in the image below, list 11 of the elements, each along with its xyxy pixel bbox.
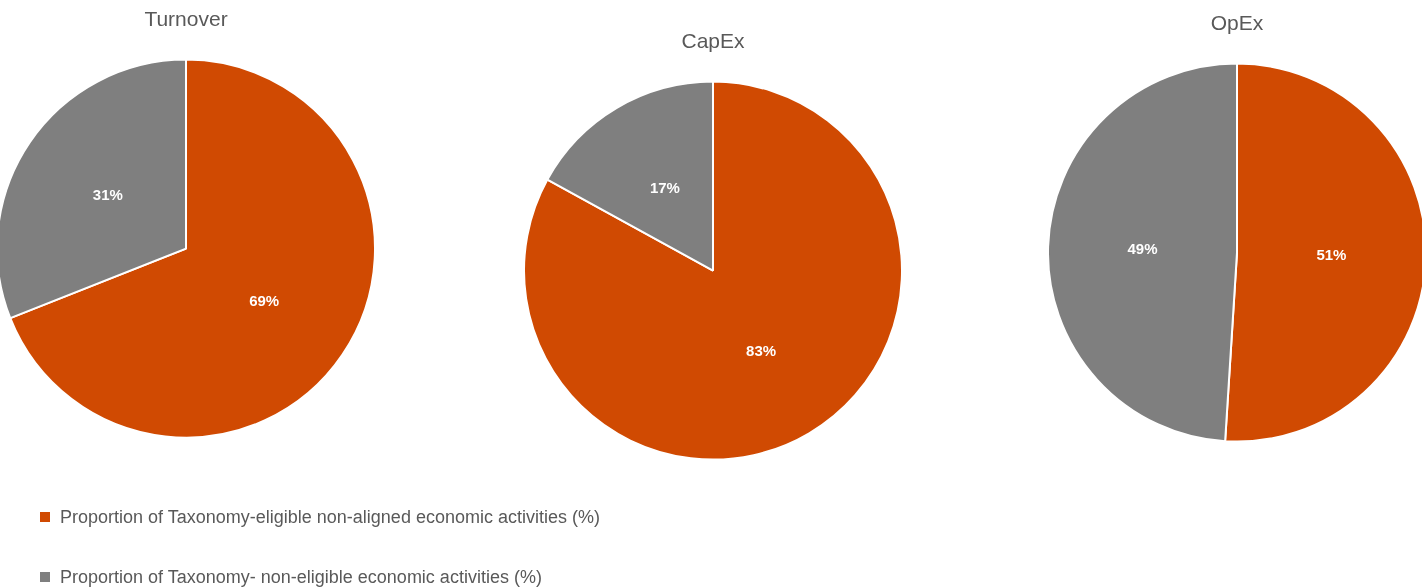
chart-title: CapEx	[681, 29, 746, 53]
data-label: 17%	[649, 179, 680, 197]
chart-title: Turnover	[144, 7, 228, 31]
data-label: 49%	[1127, 239, 1158, 257]
chart-title: OpEx	[1210, 11, 1264, 35]
data-label: 31%	[92, 185, 123, 203]
data-label: 83%	[746, 342, 777, 360]
legend-label: Proportion of Taxonomy-eligible non-aligned economic activities (%)	[60, 506, 600, 528]
legend-label: Proportion of Taxonomy- non-eligible economic activities (%)	[60, 566, 542, 588]
data-label: 69%	[249, 291, 280, 309]
data-label: 51%	[1316, 245, 1347, 263]
